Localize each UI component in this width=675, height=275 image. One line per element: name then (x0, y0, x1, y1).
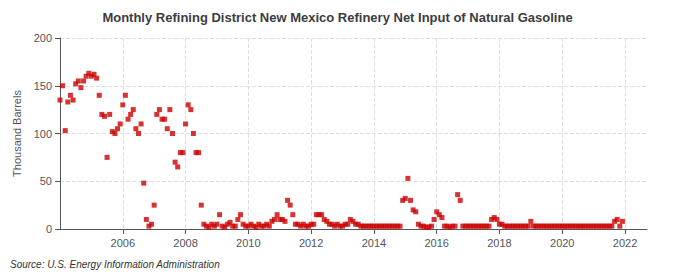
svg-text:Source: U.S. Energy Informatio: Source: U.S. Energy Information Administ… (10, 259, 220, 270)
svg-text:2012: 2012 (299, 237, 323, 249)
svg-text:0: 0 (46, 223, 52, 235)
svg-text:150: 150 (34, 80, 52, 92)
svg-text:Monthly Refining District New: Monthly Refining District New Mexico Ref… (102, 10, 572, 25)
svg-text:50: 50 (40, 175, 52, 187)
svg-text:100: 100 (34, 128, 52, 140)
svg-text:2016: 2016 (424, 237, 448, 249)
svg-text:2014: 2014 (362, 237, 386, 249)
svg-text:2008: 2008 (173, 237, 197, 249)
svg-text:2006: 2006 (111, 237, 135, 249)
svg-text:2020: 2020 (550, 237, 574, 249)
svg-text:Thousand Barrels: Thousand Barrels (11, 90, 23, 177)
svg-text:200: 200 (34, 32, 52, 44)
svg-text:2018: 2018 (487, 237, 511, 249)
svg-text:2010: 2010 (236, 237, 260, 249)
svg-text:2022: 2022 (613, 237, 637, 249)
